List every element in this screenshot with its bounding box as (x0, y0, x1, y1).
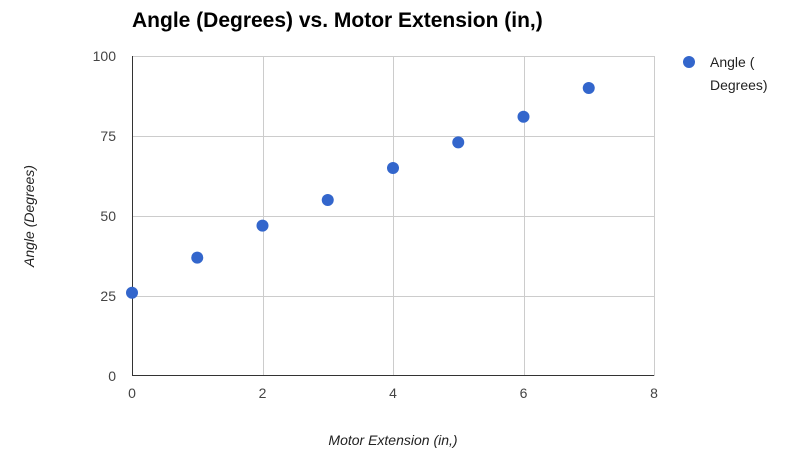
y-tick-label: 0 (108, 368, 116, 384)
y-axis-title: Angle (Degrees) (21, 165, 37, 268)
x-tick-label: 4 (389, 385, 397, 401)
x-axis-title: Motor Extension (in,) (328, 432, 457, 448)
legend: Angle ( Degrees) (683, 54, 768, 93)
data-point (256, 219, 269, 232)
data-points (126, 82, 595, 299)
data-point (126, 286, 138, 299)
y-tick-label: 50 (100, 208, 116, 224)
legend-marker (683, 56, 695, 68)
data-point (191, 251, 204, 264)
x-tick-label: 2 (259, 385, 267, 401)
vertical-gridlines (263, 56, 655, 376)
data-point (452, 136, 465, 149)
y-tick-label: 100 (93, 48, 117, 64)
y-tick-labels: 0 25 50 75 100 (93, 48, 117, 384)
data-point (517, 110, 530, 123)
y-tick-label: 75 (100, 128, 116, 144)
legend-label-line-2: Degrees) (710, 77, 768, 93)
x-tick-label: 6 (520, 385, 528, 401)
y-tick-label: 25 (100, 288, 116, 304)
chart-title: Angle (Degrees) vs. Motor Extension (in,… (132, 9, 543, 32)
x-tick-label: 8 (650, 385, 658, 401)
data-point (321, 194, 334, 206)
data-point (582, 82, 595, 94)
x-tick-label: 0 (128, 385, 136, 401)
x-tick-labels: 0 2 4 6 8 (128, 385, 658, 401)
legend-label-line-1: Angle ( (710, 54, 755, 70)
data-point (387, 162, 399, 174)
